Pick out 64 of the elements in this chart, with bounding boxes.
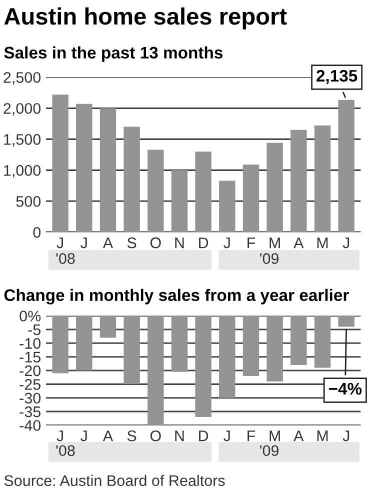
- bar: [124, 126, 140, 232]
- bar: [290, 130, 307, 232]
- x-tick-label: O: [150, 237, 161, 248]
- x-tick-label: J: [342, 238, 350, 248]
- y-tick-label: -35: [20, 406, 40, 418]
- chart-title: Change in monthly sales from a year earlier: [4, 288, 349, 304]
- y-tick-label: -30: [20, 392, 41, 404]
- x-tick-label: J: [56, 238, 63, 248]
- bar: [100, 108, 116, 232]
- x-tick-label: M: [317, 238, 328, 248]
- text: '09: [260, 445, 279, 456]
- x-tick-label: J: [224, 238, 230, 248]
- y-tick-label: 0%: [20, 310, 41, 322]
- x-tick-label: J: [224, 430, 230, 442]
- text: '08: [56, 445, 75, 456]
- x-tick-label: F: [248, 430, 256, 442]
- x-tick-label: M: [317, 430, 328, 442]
- text: '08: [56, 253, 75, 264]
- x-tick-label: S: [127, 430, 136, 442]
- bar: [242, 164, 260, 232]
- y-tick-label: 500: [16, 196, 41, 207]
- bar: [195, 152, 212, 232]
- y-tick-label: 2,500: [4, 72, 41, 85]
- x-tick-label: J: [80, 430, 87, 442]
- x-tick-label: J: [80, 238, 87, 248]
- x-tick-label: A: [294, 430, 304, 442]
- chart-subtitle: Sales in the past 13 months: [4, 46, 223, 62]
- chart-title: Austin home sales report: [4, 7, 287, 30]
- y-tick-label: 1,000: [4, 165, 41, 178]
- y-tick-label: -25: [20, 379, 40, 390]
- x-tick-label: J: [56, 430, 63, 442]
- bar: [338, 100, 354, 232]
- x-tick-label: S: [127, 237, 136, 248]
- x-tick-label: A: [102, 430, 114, 442]
- x-tick-label: D: [199, 430, 208, 442]
- data-label: −4%: [328, 382, 362, 395]
- x-tick-label: M: [270, 238, 280, 248]
- x-tick-label: J: [342, 430, 350, 442]
- y-tick-label: -15: [20, 352, 40, 363]
- text: '09: [260, 253, 279, 264]
- y-tick-label: -20: [20, 365, 41, 376]
- bar: [266, 142, 283, 232]
- x-tick-label: O: [150, 430, 161, 442]
- y-tick-label: -10: [20, 338, 41, 349]
- x-tick-label: M: [270, 430, 280, 442]
- bar: [76, 104, 92, 232]
- bar: [314, 126, 331, 232]
- y-tick-label: 2,000: [4, 103, 41, 116]
- x-tick-label: A: [102, 238, 114, 248]
- y-tick-label: 1,500: [4, 134, 41, 147]
- x-tick-label: N: [175, 430, 184, 442]
- source-note: Source: Austin Board of Realtors: [4, 474, 225, 486]
- bar: [52, 94, 68, 232]
- x-tick-label: N: [175, 238, 184, 248]
- x-tick-label: D: [199, 238, 208, 248]
- bar: [219, 180, 236, 232]
- y-tick-label: -5: [28, 324, 40, 336]
- data-label: 2,135: [316, 70, 358, 84]
- y-tick-label: 0: [33, 227, 41, 238]
- bar: [148, 150, 164, 232]
- y-tick-label: -40: [20, 420, 41, 431]
- x-tick-label: A: [294, 238, 304, 248]
- x-tick-label: F: [248, 238, 256, 248]
- bar: [171, 170, 188, 232]
